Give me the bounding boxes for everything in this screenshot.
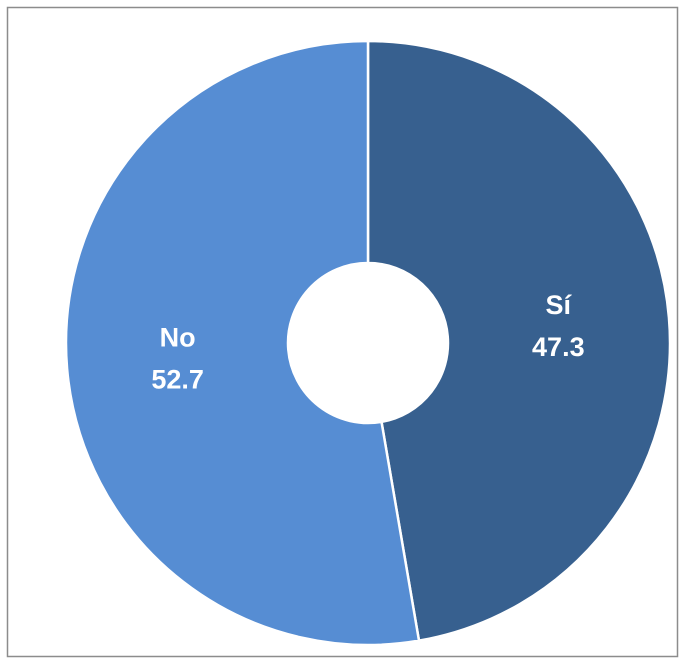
slice-category-label: Sí xyxy=(546,290,573,320)
slice-category-label: No xyxy=(160,322,196,352)
slice-value-label: 52.7 xyxy=(151,364,204,394)
donut-slice xyxy=(64,39,421,647)
slice-value-label: 47.3 xyxy=(532,332,585,362)
donut-slice xyxy=(366,39,672,643)
